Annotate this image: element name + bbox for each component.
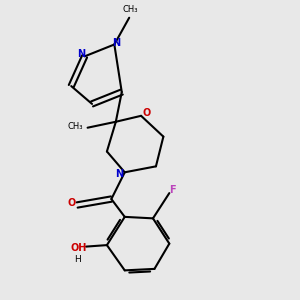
Text: N: N xyxy=(112,38,120,48)
Text: H: H xyxy=(74,256,81,265)
Text: O: O xyxy=(67,199,75,208)
Text: N: N xyxy=(115,169,123,179)
Text: OH: OH xyxy=(70,243,87,253)
Text: N: N xyxy=(77,49,85,59)
Text: O: O xyxy=(142,108,151,118)
Text: F: F xyxy=(169,184,175,194)
Text: CH₃: CH₃ xyxy=(68,122,83,131)
Text: CH₃: CH₃ xyxy=(123,5,138,14)
